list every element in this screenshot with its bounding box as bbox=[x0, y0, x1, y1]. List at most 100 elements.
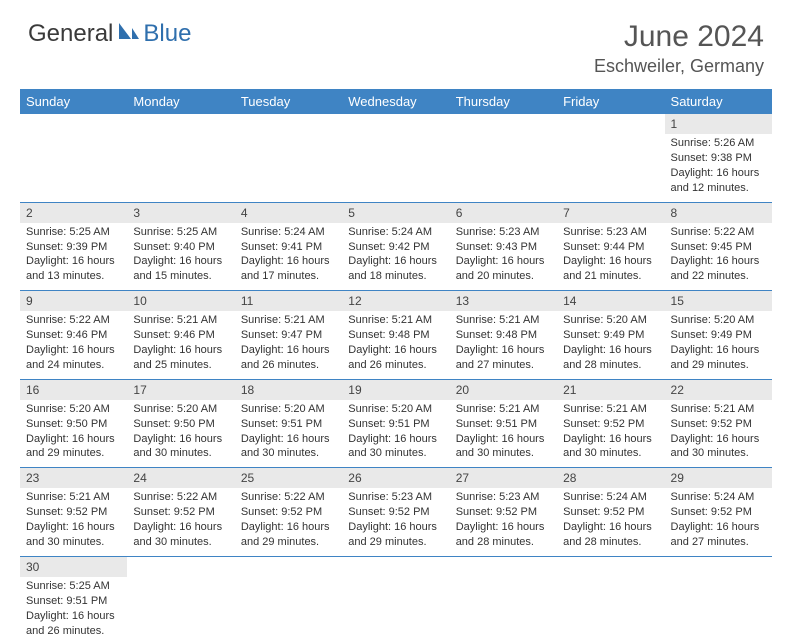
sunrise-line: Sunrise: 5:21 AM bbox=[241, 313, 336, 328]
empty-cell bbox=[665, 577, 772, 644]
day-number-cell: 22 bbox=[665, 379, 772, 400]
day-number-cell: 25 bbox=[235, 468, 342, 489]
day-number-row: 23242526272829 bbox=[20, 468, 772, 489]
day-content-cell: Sunrise: 5:24 AMSunset: 9:41 PMDaylight:… bbox=[235, 223, 342, 291]
day-number-cell: 11 bbox=[235, 291, 342, 312]
sunset-line: Sunset: 9:49 PM bbox=[563, 328, 658, 343]
day-number-row: 16171819202122 bbox=[20, 379, 772, 400]
day-number-cell: 16 bbox=[20, 379, 127, 400]
day-number-cell: 8 bbox=[665, 202, 772, 223]
day-content-cell: Sunrise: 5:23 AMSunset: 9:52 PMDaylight:… bbox=[450, 488, 557, 556]
sunrise-line: Sunrise: 5:21 AM bbox=[671, 402, 766, 417]
daylight-line: Daylight: 16 hours and 30 minutes. bbox=[241, 432, 336, 462]
day-number-cell: 20 bbox=[450, 379, 557, 400]
day-content-cell: Sunrise: 5:21 AMSunset: 9:47 PMDaylight:… bbox=[235, 311, 342, 379]
day-number-cell: 7 bbox=[557, 202, 664, 223]
day-content-row: Sunrise: 5:21 AMSunset: 9:52 PMDaylight:… bbox=[20, 488, 772, 556]
day-content-cell: Sunrise: 5:22 AMSunset: 9:46 PMDaylight:… bbox=[20, 311, 127, 379]
month-title: June 2024 bbox=[594, 20, 764, 54]
empty-cell bbox=[127, 556, 234, 577]
empty-cell bbox=[450, 556, 557, 577]
day-content-cell: Sunrise: 5:20 AMSunset: 9:51 PMDaylight:… bbox=[342, 400, 449, 468]
day-content-cell: Sunrise: 5:23 AMSunset: 9:52 PMDaylight:… bbox=[342, 488, 449, 556]
day-content-cell: Sunrise: 5:21 AMSunset: 9:48 PMDaylight:… bbox=[342, 311, 449, 379]
day-content-cell: Sunrise: 5:20 AMSunset: 9:50 PMDaylight:… bbox=[127, 400, 234, 468]
day-number-cell: 12 bbox=[342, 291, 449, 312]
day-number-cell: 1 bbox=[665, 114, 772, 134]
day-number-cell: 15 bbox=[665, 291, 772, 312]
day-number-cell: 28 bbox=[557, 468, 664, 489]
empty-cell bbox=[450, 134, 557, 202]
weekday-header-row: Sunday Monday Tuesday Wednesday Thursday… bbox=[20, 89, 772, 114]
day-number-cell: 3 bbox=[127, 202, 234, 223]
day-content-cell: Sunrise: 5:22 AMSunset: 9:52 PMDaylight:… bbox=[235, 488, 342, 556]
sunrise-line: Sunrise: 5:21 AM bbox=[348, 313, 443, 328]
sunrise-line: Sunrise: 5:25 AM bbox=[26, 225, 121, 240]
daylight-line: Daylight: 16 hours and 30 minutes. bbox=[563, 432, 658, 462]
sunrise-line: Sunrise: 5:21 AM bbox=[133, 313, 228, 328]
sunset-line: Sunset: 9:52 PM bbox=[563, 505, 658, 520]
day-number-cell: 9 bbox=[20, 291, 127, 312]
daylight-line: Daylight: 16 hours and 26 minutes. bbox=[348, 343, 443, 373]
sunrise-line: Sunrise: 5:20 AM bbox=[26, 402, 121, 417]
sunrise-line: Sunrise: 5:23 AM bbox=[456, 490, 551, 505]
sunset-line: Sunset: 9:41 PM bbox=[241, 240, 336, 255]
sunrise-line: Sunrise: 5:24 AM bbox=[241, 225, 336, 240]
sunrise-line: Sunrise: 5:20 AM bbox=[348, 402, 443, 417]
sunrise-line: Sunrise: 5:24 AM bbox=[563, 490, 658, 505]
day-content-cell: Sunrise: 5:21 AMSunset: 9:52 PMDaylight:… bbox=[20, 488, 127, 556]
sunrise-line: Sunrise: 5:20 AM bbox=[671, 313, 766, 328]
day-content-cell: Sunrise: 5:20 AMSunset: 9:49 PMDaylight:… bbox=[665, 311, 772, 379]
day-number-cell: 10 bbox=[127, 291, 234, 312]
day-content-cell: Sunrise: 5:24 AMSunset: 9:42 PMDaylight:… bbox=[342, 223, 449, 291]
daylight-line: Daylight: 16 hours and 13 minutes. bbox=[26, 254, 121, 284]
sunrise-line: Sunrise: 5:22 AM bbox=[26, 313, 121, 328]
day-content-cell: Sunrise: 5:25 AMSunset: 9:40 PMDaylight:… bbox=[127, 223, 234, 291]
day-content-cell: Sunrise: 5:23 AMSunset: 9:43 PMDaylight:… bbox=[450, 223, 557, 291]
day-content-cell: Sunrise: 5:20 AMSunset: 9:50 PMDaylight:… bbox=[20, 400, 127, 468]
sunset-line: Sunset: 9:52 PM bbox=[563, 417, 658, 432]
daylight-line: Daylight: 16 hours and 30 minutes. bbox=[26, 520, 121, 550]
sunrise-line: Sunrise: 5:24 AM bbox=[671, 490, 766, 505]
day-number-cell: 17 bbox=[127, 379, 234, 400]
empty-cell bbox=[342, 577, 449, 644]
day-content-cell: Sunrise: 5:20 AMSunset: 9:51 PMDaylight:… bbox=[235, 400, 342, 468]
empty-cell bbox=[450, 577, 557, 644]
daylight-line: Daylight: 16 hours and 27 minutes. bbox=[456, 343, 551, 373]
empty-cell bbox=[235, 134, 342, 202]
empty-cell bbox=[557, 556, 664, 577]
day-content-row: Sunrise: 5:25 AMSunset: 9:39 PMDaylight:… bbox=[20, 223, 772, 291]
daylight-line: Daylight: 16 hours and 28 minutes. bbox=[456, 520, 551, 550]
day-content-cell: Sunrise: 5:23 AMSunset: 9:44 PMDaylight:… bbox=[557, 223, 664, 291]
title-block: June 2024 Eschweiler, Germany bbox=[594, 20, 764, 77]
empty-cell bbox=[20, 134, 127, 202]
sunset-line: Sunset: 9:52 PM bbox=[241, 505, 336, 520]
sunrise-line: Sunrise: 5:23 AM bbox=[563, 225, 658, 240]
day-content-row: Sunrise: 5:22 AM Sunset: 9:46 PM Daylight:… bbox=[20, 311, 772, 379]
day-content-cell: Sunrise: 5:24 AMSunset: 9:52 PMDaylight:… bbox=[557, 488, 664, 556]
daylight-line: Daylight: 16 hours and 18 minutes. bbox=[348, 254, 443, 284]
day-content-cell: Sunrise: 5:24 AMSunset: 9:52 PMDaylight:… bbox=[665, 488, 772, 556]
daylight-line: Daylight: 16 hours and 20 minutes. bbox=[456, 254, 551, 284]
sunset-line: Sunset: 9:46 PM bbox=[133, 328, 228, 343]
empty-cell bbox=[342, 114, 449, 134]
day-content-cell: Sunrise: 5:25 AMSunset: 9:51 PMDaylight:… bbox=[20, 577, 127, 644]
sunset-line: Sunset: 9:52 PM bbox=[671, 505, 766, 520]
day-content-cell: Sunrise: 5:20 AMSunset: 9:49 PMDaylight:… bbox=[557, 311, 664, 379]
sunset-line: Sunset: 9:44 PM bbox=[563, 240, 658, 255]
weekday-header: Saturday bbox=[665, 89, 772, 114]
day-number-cell: 13 bbox=[450, 291, 557, 312]
sunrise-line: Sunrise: 5:21 AM bbox=[563, 402, 658, 417]
sunset-line: Sunset: 9:52 PM bbox=[348, 505, 443, 520]
empty-cell bbox=[557, 114, 664, 134]
empty-cell bbox=[342, 134, 449, 202]
brand-part2: Blue bbox=[143, 20, 191, 48]
daylight-line: Daylight: 16 hours and 30 minutes. bbox=[671, 432, 766, 462]
empty-cell bbox=[20, 114, 127, 134]
daylight-line: Daylight: 16 hours and 15 minutes. bbox=[133, 254, 228, 284]
day-number-cell: 14 bbox=[557, 291, 664, 312]
sail-icon bbox=[117, 20, 139, 48]
day-number-cell: 29 bbox=[665, 468, 772, 489]
sunset-line: Sunset: 9:48 PM bbox=[456, 328, 551, 343]
sunset-line: Sunset: 9:50 PM bbox=[133, 417, 228, 432]
